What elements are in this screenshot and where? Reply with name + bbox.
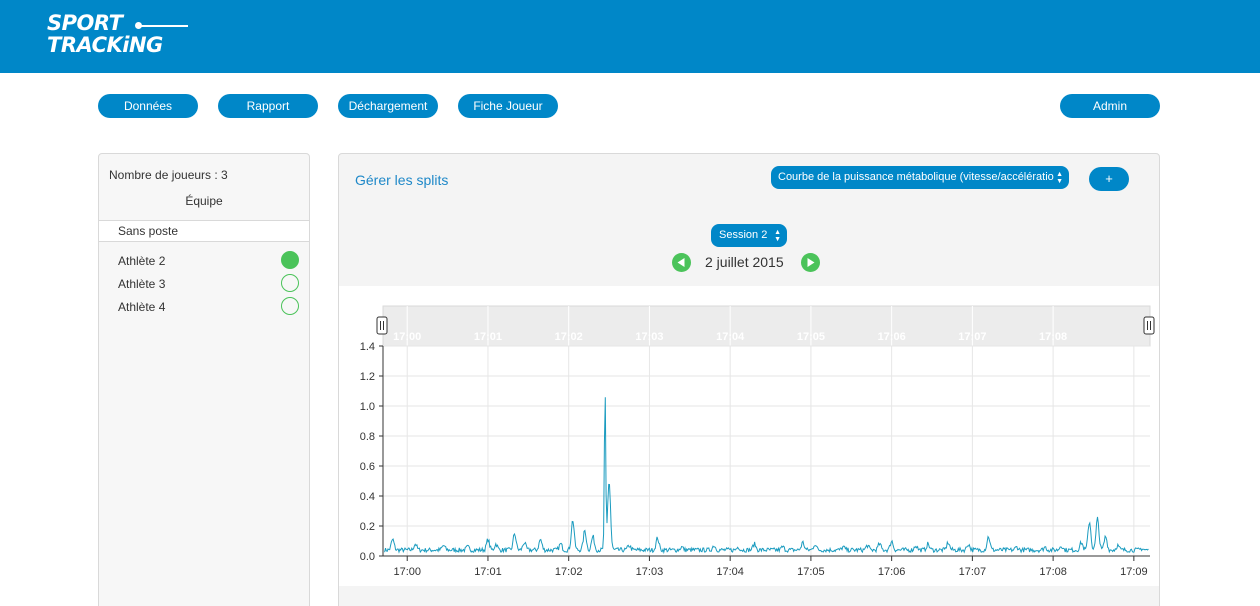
navigator-tick-label: 17:07 <box>958 331 986 343</box>
athlete-selected-toggle[interactable] <box>281 251 299 269</box>
y-tick-label: 0.8 <box>360 431 375 443</box>
x-tick-label: 17:04 <box>716 566 744 578</box>
logo-dash <box>139 25 188 27</box>
previous-day-button[interactable] <box>672 253 691 272</box>
rapport-button[interactable]: Rapport <box>218 94 318 118</box>
manage-splits-link[interactable]: Gérer les splits <box>355 172 449 188</box>
arrow-right-icon <box>807 258 815 267</box>
athlete-name[interactable]: Athlète 2 <box>118 254 166 268</box>
navigator-right-handle[interactable] <box>1143 316 1155 335</box>
x-tick-label: 17:01 <box>474 566 502 578</box>
dechargement-button[interactable]: Déchargement <box>338 94 438 118</box>
y-tick-label: 1.4 <box>360 341 375 353</box>
session-select[interactable]: Session 2 ▲ ▼ <box>711 224 787 247</box>
navigator-tick-label: 17:06 <box>878 331 906 343</box>
navigator-tick-label: 17:03 <box>635 331 663 343</box>
logo-dot <box>135 22 142 29</box>
handle-body <box>376 316 388 335</box>
x-tick-label: 17:02 <box>555 566 583 578</box>
team-label: Équipe <box>185 194 223 208</box>
handle-body <box>1143 316 1155 335</box>
logo-line-1: SPORT <box>47 11 123 35</box>
athlete-name[interactable]: Athlète 4 <box>118 300 166 314</box>
session-date: 2 juillet 2015 <box>705 254 784 270</box>
athlete-selected-toggle[interactable] <box>281 297 299 315</box>
x-tick-label: 17:05 <box>797 566 825 578</box>
y-tick-label: 0.6 <box>360 461 375 473</box>
series-line <box>384 397 1149 555</box>
athlete-name[interactable]: Athlète 3 <box>118 277 166 291</box>
y-tick-label: 0.2 <box>360 521 375 533</box>
navigator-tick-label: 17:02 <box>555 331 583 343</box>
date-navigator: 2 juillet 2015 <box>669 251 829 273</box>
players-panel: Nombre de joueurs : 3 Équipe Sans poste … <box>98 153 310 606</box>
chart-panel: Gérer les splits Courbe de la puissance … <box>338 153 1160 606</box>
curve-type-select[interactable]: Courbe de la puissance métabolique (vite… <box>771 166 1069 189</box>
sport-tracking-logo[interactable]: SPORT TRACKiNG <box>47 12 192 58</box>
y-tick-label: 1.0 <box>360 401 375 413</box>
navigator-tick-label: 17:05 <box>797 331 825 343</box>
y-tick-label: 0.4 <box>360 491 375 503</box>
navigator-tick-label: 17:00 <box>393 331 421 343</box>
y-tick-label: 0.0 <box>360 551 375 563</box>
curve-type-value: Courbe de la puissance métabolique (vite… <box>778 171 1054 183</box>
metabolic-power-chart[interactable]: 17:00 17:01 17:02 17:03 17:04 17:05 17:06 17:07… <box>339 286 1159 586</box>
y-tick-label: 1.2 <box>360 371 375 383</box>
session-value: Session 2 <box>719 229 768 241</box>
x-tick-label: 17:06 <box>878 566 906 578</box>
group-header-sans-poste[interactable]: Sans poste <box>99 220 309 242</box>
arrow-left-icon <box>677 258 685 267</box>
athlete-selected-toggle[interactable] <box>281 274 299 292</box>
navigator-left-handle[interactable] <box>376 316 388 335</box>
navigator-tick-label: 17:08 <box>1039 331 1067 343</box>
x-tick-label: 17:00 <box>393 566 421 578</box>
logo-line-2: TRACKiNG <box>47 33 163 57</box>
navigator-tick-label: 17:01 <box>474 331 502 343</box>
next-day-button[interactable] <box>801 253 820 272</box>
x-tick-label: 17:08 <box>1039 566 1067 578</box>
x-tick-label: 17:07 <box>959 566 987 578</box>
player-count: Nombre de joueurs : 3 <box>109 168 228 182</box>
x-tick-label: 17:03 <box>636 566 664 578</box>
top-bar: SPORT TRACKiNG <box>0 0 1260 73</box>
donnees-button[interactable]: Données <box>98 94 198 118</box>
select-arrows-icon: ▲ ▼ <box>1056 171 1063 185</box>
navigator-tick-label: 17:04 <box>716 331 745 343</box>
add-curve-button[interactable]: + <box>1089 167 1129 191</box>
select-arrows-icon: ▲ ▼ <box>774 229 781 243</box>
x-tick-label: 17:09 <box>1120 566 1148 578</box>
fiche-joueur-button[interactable]: Fiche Joueur <box>458 94 558 118</box>
chart-area: 17:00 17:01 17:02 17:03 17:04 17:05 17:06 17:07… <box>339 286 1159 586</box>
admin-button[interactable]: Admin <box>1060 94 1160 118</box>
